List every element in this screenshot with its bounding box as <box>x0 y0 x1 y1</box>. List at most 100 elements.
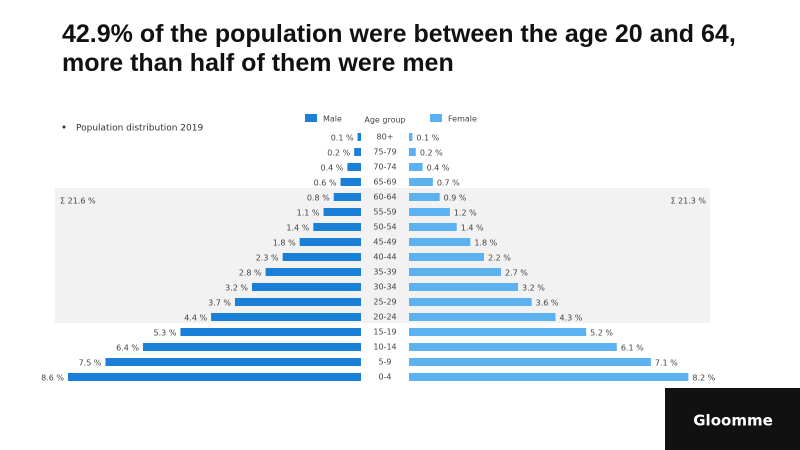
value-label: 0.7 % <box>437 179 460 188</box>
legend-swatch <box>305 114 317 122</box>
bar <box>409 238 471 246</box>
logo: Gloomme <box>693 412 773 430</box>
bar <box>409 358 651 366</box>
value-label: 0.2 % <box>327 149 350 158</box>
category-label: 80+ <box>377 133 394 142</box>
bar <box>357 133 361 141</box>
value-label: 3.7 % <box>208 299 231 308</box>
value-label: 0.4 % <box>320 164 343 173</box>
category-label: 40-44 <box>373 253 396 262</box>
value-label: 0.8 % <box>307 194 330 203</box>
value-label: 7.5 % <box>79 359 102 368</box>
category-label: 65-69 <box>373 178 396 187</box>
logo-box <box>665 388 800 450</box>
bar <box>142 343 361 351</box>
bar <box>105 358 361 366</box>
value-label: 8.6 % <box>41 374 64 383</box>
bar <box>409 373 689 381</box>
value-label: 0.1 % <box>416 134 439 143</box>
bar <box>354 148 361 156</box>
value-label: 4.4 % <box>184 314 207 323</box>
value-label: 5.2 % <box>590 329 613 338</box>
value-label: 0.9 % <box>444 194 467 203</box>
bar <box>409 328 587 336</box>
value-label: 7.1 % <box>655 359 678 368</box>
bar <box>409 313 556 321</box>
value-label: 1.4 % <box>461 224 484 233</box>
bar <box>409 298 532 306</box>
bar <box>409 223 457 231</box>
bullet <box>62 125 66 129</box>
bar <box>211 313 361 321</box>
value-label: 3.2 % <box>225 284 248 293</box>
legend-label: Female <box>448 115 477 124</box>
value-label: 2.2 % <box>488 254 511 263</box>
highlight-band <box>55 188 710 323</box>
value-label: 5.3 % <box>154 329 177 338</box>
bar <box>409 193 440 201</box>
bar <box>409 178 433 186</box>
bar <box>299 238 361 246</box>
subtitle: Population distribution 2019 <box>76 124 203 134</box>
bar <box>265 268 361 276</box>
bar <box>409 343 617 351</box>
bar <box>68 373 361 381</box>
value-label: 2.8 % <box>239 269 262 278</box>
value-label: 6.4 % <box>116 344 139 353</box>
value-label: 0.1 % <box>331 134 354 143</box>
category-label: 5-9 <box>378 358 391 367</box>
value-label: 0.4 % <box>427 164 450 173</box>
category-label: 15-19 <box>373 328 396 337</box>
bar <box>409 148 416 156</box>
value-label: 8.2 % <box>692 374 715 383</box>
value-label: 1.1 % <box>297 209 320 218</box>
bar <box>347 163 361 171</box>
bar <box>409 253 484 261</box>
annotation: Σ 21.3 % <box>670 197 706 206</box>
category-label: 20-24 <box>373 313 396 322</box>
category-label: 70-74 <box>373 163 396 172</box>
value-label: 1.2 % <box>454 209 477 218</box>
bar <box>340 178 361 186</box>
category-label: 25-29 <box>373 298 396 307</box>
category-label: 35-39 <box>373 268 396 277</box>
bar <box>234 298 361 306</box>
value-label: 4.3 % <box>560 314 583 323</box>
bar <box>409 133 413 141</box>
bar <box>409 283 519 291</box>
value-label: 3.2 % <box>522 284 545 293</box>
bar <box>323 208 361 216</box>
category-label: 10-14 <box>373 343 396 352</box>
category-label: 55-59 <box>373 208 396 217</box>
value-label: 6.1 % <box>621 344 644 353</box>
value-label: 1.4 % <box>286 224 309 233</box>
category-label: 50-54 <box>373 223 396 232</box>
annotation: Σ 21.6 % <box>60 197 96 206</box>
category-label: 0-4 <box>378 373 391 382</box>
legend-swatch <box>430 114 442 122</box>
value-label: 3.6 % <box>536 299 559 308</box>
bar <box>409 268 501 276</box>
category-label: 45-49 <box>373 238 396 247</box>
value-label: 1.8 % <box>273 239 296 248</box>
bar <box>282 253 361 261</box>
value-label: 0.6 % <box>314 179 337 188</box>
bar <box>251 283 361 291</box>
bar <box>409 208 450 216</box>
category-label: 60-64 <box>373 193 396 202</box>
category-axis-label: Age group <box>364 116 405 125</box>
bar <box>333 193 361 201</box>
bar <box>313 223 361 231</box>
value-label: 1.8 % <box>474 239 497 248</box>
value-label: 0.2 % <box>420 149 443 158</box>
bar <box>409 163 423 171</box>
category-label: 75-79 <box>373 148 396 157</box>
title: 42.9% of the population were between the… <box>62 20 736 77</box>
bar <box>180 328 361 336</box>
legend-label: Male <box>323 115 342 124</box>
value-label: 2.7 % <box>505 269 528 278</box>
value-label: 2.3 % <box>256 254 279 263</box>
category-label: 30-34 <box>373 283 396 292</box>
